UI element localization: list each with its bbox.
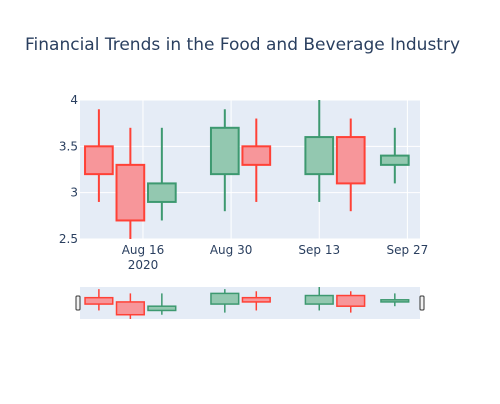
candle-decreasing <box>241 118 272 202</box>
x-tick-label: Aug 30 <box>210 243 253 257</box>
candle-body <box>335 136 366 185</box>
slider-candle <box>241 291 271 311</box>
slider-candle <box>84 289 114 311</box>
slider-candle-body <box>84 296 114 305</box>
y-tick-label: 4 <box>70 93 78 107</box>
range-slider-left-handle[interactable] <box>75 295 81 311</box>
slider-candle <box>336 291 366 313</box>
candle-body <box>147 182 177 203</box>
slider-candle <box>147 293 177 315</box>
slider-candle-body <box>210 292 240 305</box>
slider-candle-body <box>115 301 145 316</box>
slider-candle <box>380 293 410 307</box>
candle-body <box>241 145 272 166</box>
candle-decreasing <box>115 127 146 239</box>
slider-candle <box>115 293 145 319</box>
candle-body <box>115 163 146 222</box>
candle-increasing <box>147 127 177 221</box>
slider-candle-body <box>380 299 410 303</box>
y-tick-label: 3 <box>70 186 78 200</box>
x-tick-label: Sep 13 <box>298 243 340 257</box>
slider-candle-body <box>304 294 334 305</box>
candle-body <box>379 154 410 166</box>
slider-candle-body <box>241 296 271 303</box>
candle-increasing <box>209 109 240 212</box>
range-slider-candles <box>84 287 410 319</box>
y-tick-label: 3.5 <box>59 139 78 153</box>
slider-candle-body <box>336 294 366 307</box>
slider-candle-body <box>147 305 177 312</box>
range-slider-right-handle[interactable] <box>419 295 425 311</box>
x-tick-label: Sep 27 <box>387 243 429 257</box>
candle-body <box>304 136 335 176</box>
candles <box>84 100 410 239</box>
x-tick-label: Aug 16 <box>122 243 165 257</box>
candle-decreasing <box>335 118 366 212</box>
candle-decreasing <box>84 109 114 202</box>
candle-body <box>209 126 240 176</box>
x-tick-sublabel: 2020 <box>128 258 159 272</box>
candle-increasing <box>379 127 410 184</box>
slider-candle <box>304 287 334 311</box>
chart-title: Financial Trends in the Food and Beverag… <box>25 35 460 55</box>
range-slider-handles <box>75 295 425 311</box>
y-tick-label: 2.5 <box>59 232 78 246</box>
slider-candle <box>210 289 240 313</box>
candle-increasing <box>304 100 335 202</box>
candle-body <box>84 145 114 176</box>
